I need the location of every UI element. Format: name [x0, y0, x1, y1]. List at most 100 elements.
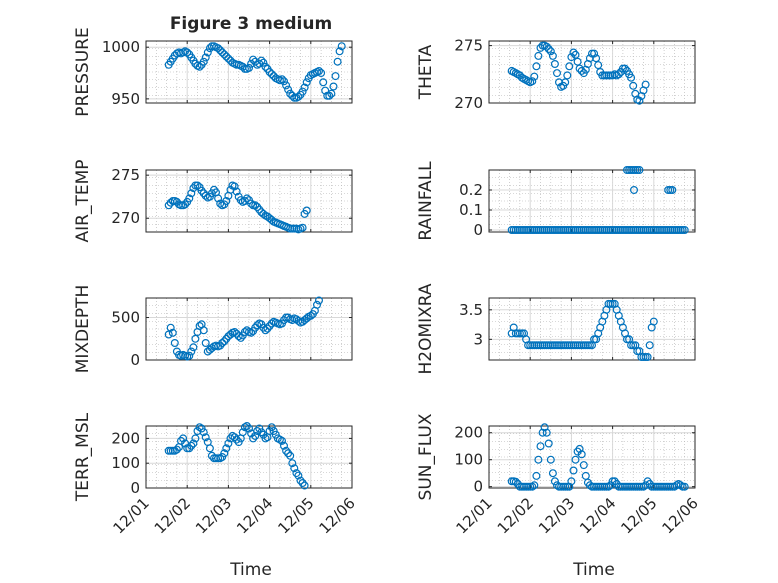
data-point — [620, 64, 629, 73]
y-tick-label: 0 — [130, 351, 140, 369]
panel-theta: 270 275 THETA — [416, 37, 696, 112]
y-tick-label: 3.5 — [459, 301, 483, 319]
data-point — [170, 339, 179, 348]
y-tick-label: 0 — [473, 478, 483, 496]
data-point — [185, 194, 194, 203]
data-point — [321, 86, 330, 95]
data-point — [573, 57, 582, 66]
data-point — [179, 434, 188, 443]
data-point — [238, 428, 247, 437]
data-point — [335, 47, 344, 56]
data-point — [172, 445, 181, 454]
panel-pressure: 950 1000 PRESSURE — [73, 27, 353, 117]
data-point — [183, 48, 192, 57]
data-point — [629, 186, 638, 195]
data-point — [645, 341, 654, 350]
data-point — [288, 316, 297, 325]
data-point — [185, 444, 194, 453]
data-point — [203, 48, 212, 57]
data-point — [532, 62, 541, 71]
data-point — [218, 339, 227, 348]
data-point — [193, 181, 202, 190]
data-point — [294, 92, 303, 101]
data-point — [298, 479, 307, 488]
x-axis-label-left: Time — [229, 560, 272, 580]
data-point — [251, 323, 260, 332]
data-point — [199, 189, 208, 198]
data-point — [224, 54, 233, 63]
axes-box — [145, 425, 353, 489]
data-point — [331, 72, 340, 81]
data-point — [187, 347, 196, 356]
data-point — [319, 78, 328, 87]
data-point — [288, 459, 297, 468]
axes-box — [488, 297, 696, 361]
data-point — [552, 69, 561, 78]
data-point — [267, 70, 276, 79]
data-point — [286, 89, 295, 98]
data-point — [261, 326, 270, 335]
data-point — [282, 446, 291, 455]
data-point — [232, 187, 241, 196]
data-point — [187, 189, 196, 198]
data-point — [222, 197, 231, 206]
data-point — [680, 482, 689, 491]
data-point — [259, 58, 268, 67]
data-point — [245, 424, 254, 433]
data-point — [201, 53, 210, 62]
data-point — [544, 439, 553, 448]
data-point — [585, 54, 594, 63]
data-point — [567, 477, 576, 486]
data-point — [290, 464, 299, 473]
data-point — [536, 442, 545, 451]
data-point — [546, 47, 555, 56]
data-point — [337, 42, 346, 51]
data-point — [540, 423, 549, 432]
data-point — [592, 54, 601, 63]
data-point — [325, 91, 334, 100]
data-point — [201, 433, 210, 442]
data-point — [542, 428, 551, 437]
data-point — [567, 53, 576, 62]
data-point — [294, 471, 303, 480]
data-point — [534, 51, 543, 60]
y-tick-label: 0 — [473, 221, 483, 239]
data-point — [565, 482, 574, 491]
data-point — [259, 209, 268, 218]
data-point — [286, 451, 295, 460]
y-tick-label: 3 — [473, 330, 483, 348]
y-axis-label: H2OMIXRA — [416, 283, 436, 374]
data-point — [530, 481, 539, 490]
data-point — [571, 455, 580, 464]
data-point — [629, 81, 638, 90]
panel-air_temp: 270 275 AIR_TEMP — [73, 160, 353, 243]
data-point — [542, 42, 551, 51]
data-point — [265, 67, 274, 76]
data-point — [195, 322, 204, 331]
data-point — [579, 461, 588, 470]
y-tick-label: 100 — [111, 454, 140, 472]
axes-box — [145, 169, 353, 233]
data-point — [267, 423, 276, 432]
data-point — [189, 439, 198, 448]
data-point — [571, 50, 580, 59]
data-point — [265, 427, 274, 436]
data-point — [604, 482, 613, 491]
panel-rainfall: 0 0.1 0.2 RAINFALL — [416, 161, 696, 241]
data-point — [327, 89, 336, 98]
data-point — [249, 55, 258, 64]
data-point — [278, 436, 287, 445]
data-point — [242, 194, 251, 203]
y-tick-label: 0.1 — [459, 201, 483, 219]
data-point — [649, 317, 658, 326]
axes-box — [145, 297, 353, 361]
data-point — [199, 57, 208, 66]
data-point — [220, 50, 229, 59]
data-point — [282, 81, 291, 90]
data-point — [302, 206, 311, 215]
data-point — [590, 49, 599, 58]
y-tick-label: 270 — [454, 94, 483, 112]
data-point — [195, 62, 204, 71]
